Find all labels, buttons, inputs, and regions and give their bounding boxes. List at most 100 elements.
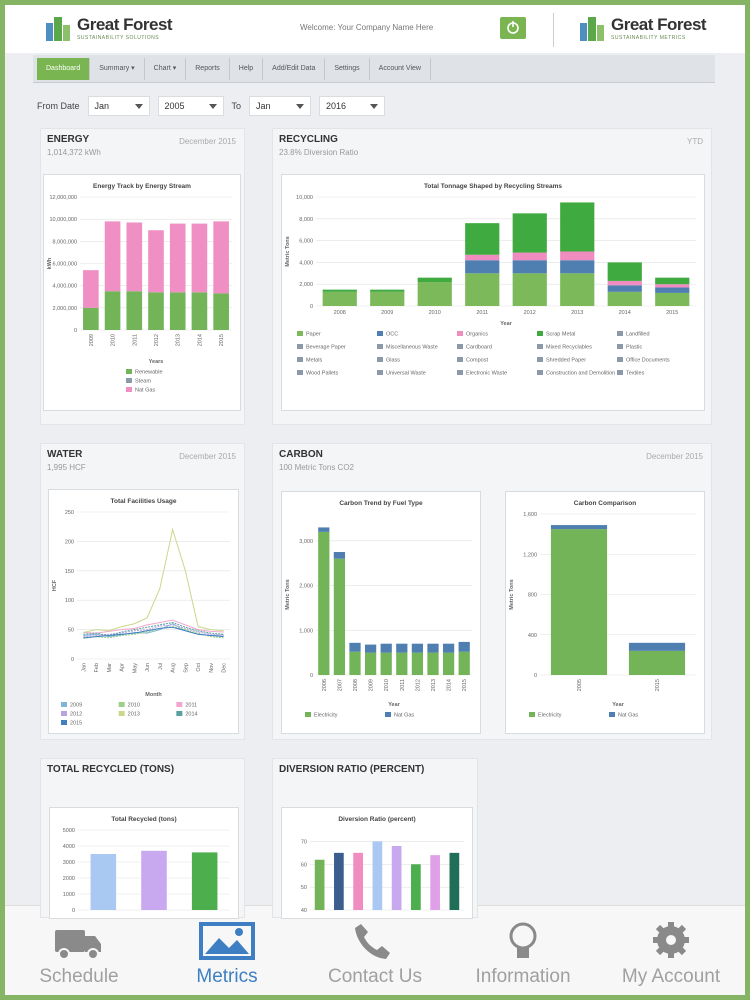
tab-item[interactable]: Schedule xyxy=(5,906,153,995)
bar-segment xyxy=(370,291,405,306)
tab-label: Schedule xyxy=(39,966,119,987)
x-tick-label: 2015 xyxy=(655,679,661,691)
nav-tab[interactable]: Account View xyxy=(370,57,431,80)
logo[interactable]: Great Forest SUSTAINABILITY METRICS xyxy=(577,13,707,43)
x-tick-label: 2008 xyxy=(353,679,359,691)
bar-segment xyxy=(148,230,164,293)
y-tick-label: 2,000 xyxy=(299,584,313,590)
bar-segment xyxy=(333,552,346,559)
bar-segment xyxy=(104,221,121,292)
x-tick-label: 2015 xyxy=(219,334,225,346)
x-tick-label: 2005 xyxy=(577,679,583,691)
bar xyxy=(353,852,363,910)
panel-period: December 2015 xyxy=(179,452,236,461)
x-tick-label: Mar xyxy=(107,663,113,673)
tab-label: Information xyxy=(475,966,571,987)
panel-title: CARBON xyxy=(279,449,323,460)
tab-item[interactable]: Contact Us xyxy=(301,906,449,995)
x-tick-label: 2013 xyxy=(431,679,437,691)
bar-segment xyxy=(655,284,690,288)
bar-segment xyxy=(427,643,439,653)
legend-marker xyxy=(617,331,623,336)
legend-label: Shredded Paper xyxy=(546,358,586,364)
bar-segment xyxy=(104,291,121,330)
legend-label: 2014 xyxy=(185,712,197,718)
y-axis-label: HCF xyxy=(52,579,58,591)
legend-marker xyxy=(537,370,543,375)
bar-segment xyxy=(380,652,392,675)
legend-marker xyxy=(305,712,311,717)
year-select[interactable]: 2005 xyxy=(157,96,224,116)
nav-tab[interactable]: Chart ▾ xyxy=(145,57,187,80)
bar-segment xyxy=(550,525,608,530)
line-series xyxy=(83,624,224,638)
month-select[interactable]: Jan xyxy=(249,96,312,116)
legend-marker xyxy=(457,370,463,375)
nav-tab[interactable]: Dashboard xyxy=(37,57,91,80)
bar xyxy=(372,841,383,910)
x-tick-label: 2015 xyxy=(666,310,678,316)
bar-segment xyxy=(148,292,164,330)
legend-marker xyxy=(617,344,623,349)
panel-subtitle: 23.8% Diversion Ratio xyxy=(279,148,359,157)
tab-icon xyxy=(509,922,537,958)
select-value: Jan xyxy=(256,101,271,111)
legend-label: Textiles xyxy=(626,371,645,377)
legend-marker xyxy=(126,387,132,392)
tab-item[interactable]: Metrics xyxy=(153,906,301,995)
legend-marker xyxy=(61,702,67,707)
chart-title: Total Tonnage Shaped by Recycling Stream… xyxy=(423,183,563,190)
x-tick-label: 2011 xyxy=(132,334,138,346)
panel-subtitle: 1,014,372 kWh xyxy=(47,148,101,157)
bar xyxy=(411,864,421,910)
legend-label: Renewable xyxy=(135,370,163,376)
x-tick-label: May xyxy=(132,663,138,674)
panel-period: YTD xyxy=(687,137,703,146)
year-select[interactable]: 2016 xyxy=(319,96,386,116)
x-tick-label: 2010 xyxy=(111,334,117,346)
caret xyxy=(296,103,305,109)
bar-segment xyxy=(83,307,99,330)
bar xyxy=(449,852,460,910)
legend-label: 2010 xyxy=(128,703,140,709)
y-tick-label: 0 xyxy=(534,673,537,679)
y-axis-label: Metric Tons xyxy=(509,579,515,609)
panel-title: WATER xyxy=(47,449,83,460)
x-tick-label: 2010 xyxy=(384,679,390,691)
legend-marker xyxy=(176,711,183,716)
bar-segment xyxy=(512,213,547,253)
legend-label: Electricity xyxy=(538,713,562,719)
nav-tab[interactable]: Settings xyxy=(325,57,370,80)
x-axis-label: Year xyxy=(500,321,512,327)
tab-item[interactable]: Information xyxy=(449,906,597,995)
legend-marker xyxy=(126,369,132,374)
caret xyxy=(370,103,379,109)
logo[interactable]: Great Forest SUSTAINABILITY SOLUTIONS xyxy=(43,13,173,43)
bar-segment xyxy=(512,260,547,274)
nav-tab[interactable]: Summary ▾ xyxy=(90,57,145,80)
x-tick-label: 2013 xyxy=(176,334,182,346)
nav-tab[interactable]: Add/Edit Data xyxy=(263,57,326,80)
month-select[interactable]: Jan xyxy=(87,96,150,116)
logout-button[interactable] xyxy=(500,17,526,39)
bar-segment xyxy=(512,273,547,306)
legend-label: Beverage Paper xyxy=(306,345,346,351)
y-tick-label: 1000 xyxy=(63,892,75,898)
tab-icon xyxy=(355,924,390,959)
panel-period: December 2015 xyxy=(179,137,236,146)
x-tick-label: 2014 xyxy=(197,334,203,346)
nav-tab[interactable]: Reports xyxy=(186,57,230,80)
y-tick-label: 6,000 xyxy=(299,239,313,245)
bar-segment xyxy=(169,292,186,330)
bar xyxy=(90,854,117,910)
legend-marker xyxy=(61,720,67,725)
tab-item[interactable]: My Account xyxy=(597,906,745,995)
x-tick-label: Jun xyxy=(145,663,151,672)
nav-tab[interactable]: Help xyxy=(230,57,264,80)
tab-label: My Account xyxy=(621,966,721,987)
y-tick-label: 5000 xyxy=(63,828,75,834)
y-axis-label: Metric Tons xyxy=(285,236,291,266)
bar-segment xyxy=(417,277,452,283)
power-icon xyxy=(507,21,519,34)
bar-segment xyxy=(560,260,595,274)
